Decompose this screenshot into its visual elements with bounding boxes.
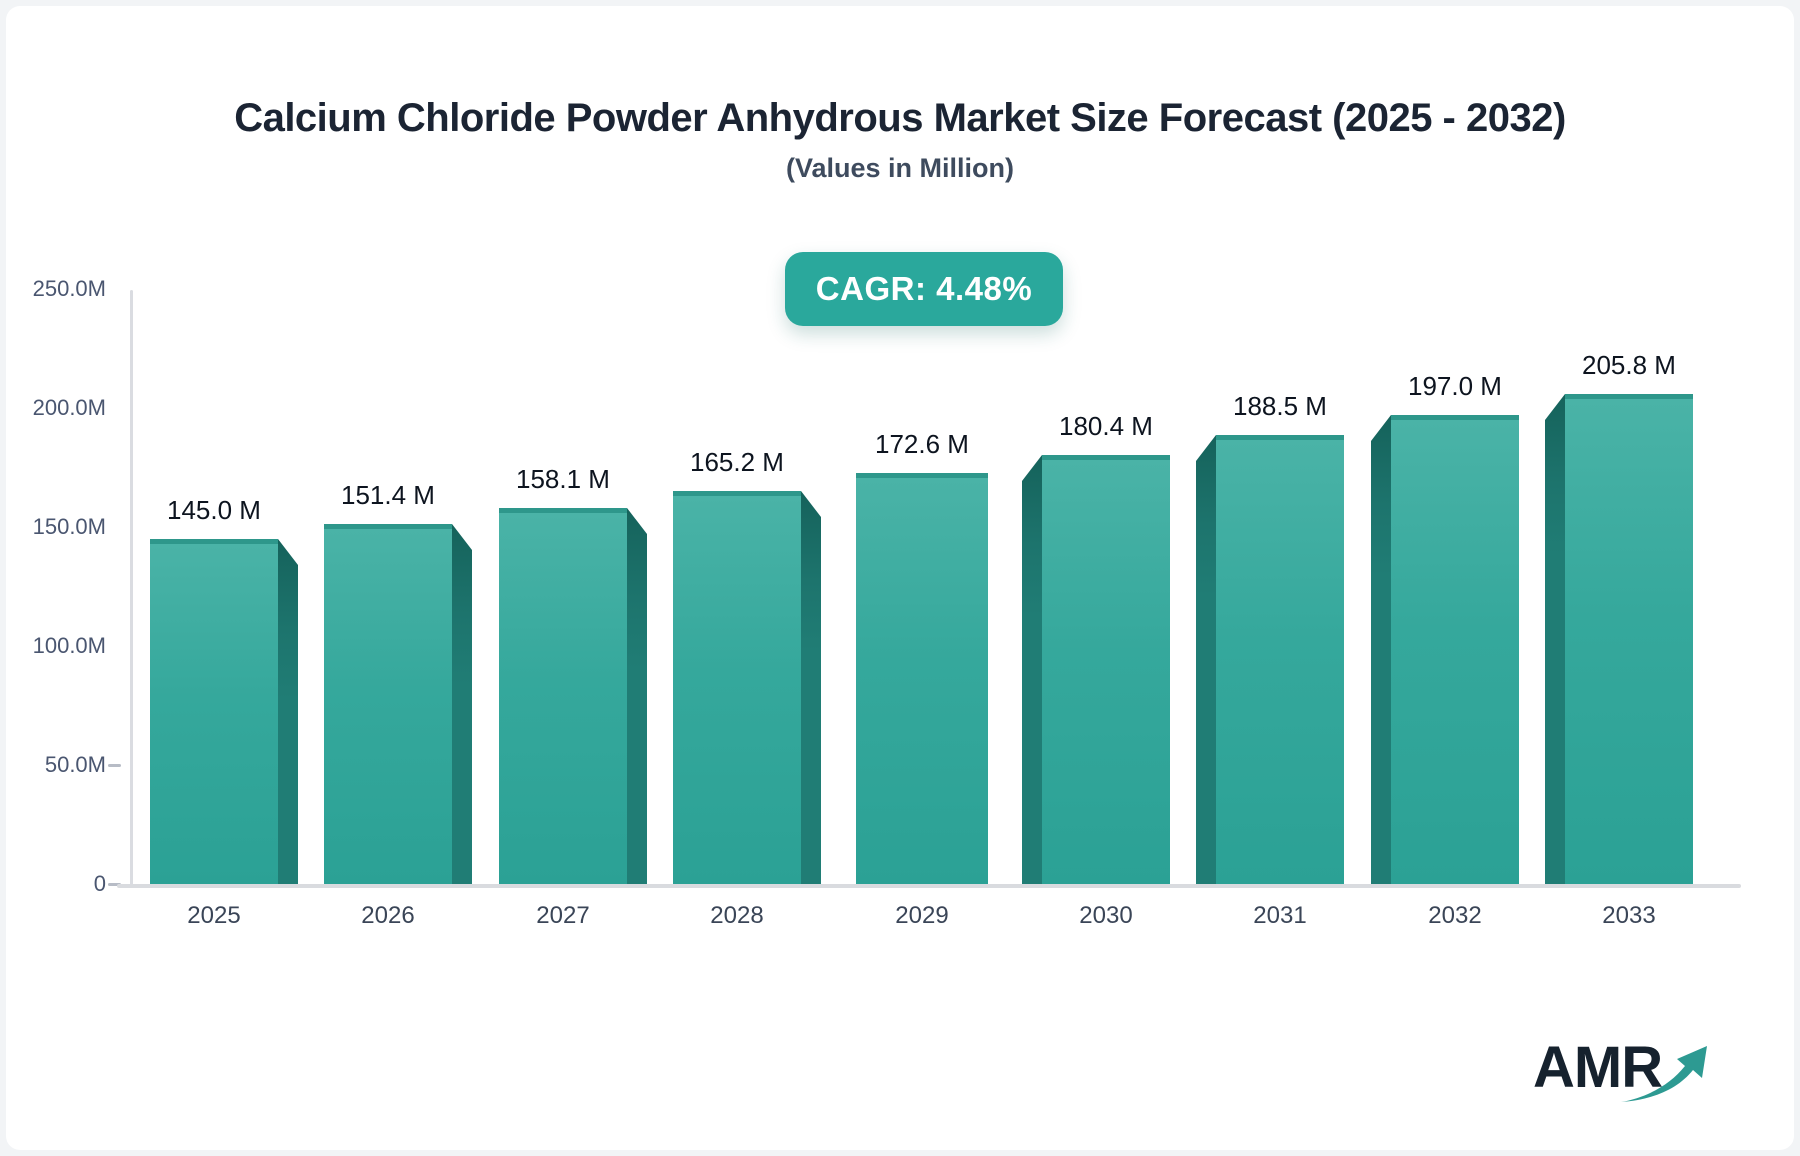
- bar-side-face: [278, 539, 298, 884]
- x-axis-category-label: 2026: [361, 902, 415, 929]
- y-axis-line: [130, 290, 133, 886]
- bar-2030: 180.4 M 2030: [1022, 411, 1170, 929]
- y-axis-tick-label: 0: [93, 871, 106, 896]
- bar-face: [1042, 455, 1170, 884]
- x-axis-category-label: 2028: [710, 902, 764, 929]
- bar-value-label: 151.4 M: [341, 480, 435, 510]
- bar-value-label: 188.5 M: [1233, 391, 1327, 421]
- bar-side-face: [1196, 435, 1216, 884]
- bar-value-label: 145.0 M: [167, 495, 261, 525]
- y-axis-tick-mark: [108, 763, 121, 767]
- bar-value-label: 172.6 M: [875, 429, 969, 459]
- bar-side-face: [801, 491, 821, 884]
- bar-value-label: 165.2 M: [690, 447, 784, 477]
- bar-2027: 158.1 M 2027: [499, 464, 647, 929]
- bar-face: [856, 473, 988, 884]
- bar-side-face: [627, 508, 647, 884]
- x-axis-category-label: 2029: [895, 902, 949, 929]
- bar-face: [673, 491, 801, 884]
- bar-face: [499, 508, 627, 884]
- bar-face: [1216, 435, 1344, 884]
- x-axis-category-label: 2032: [1428, 902, 1482, 929]
- bar-2025: 145.0 M 2025: [150, 495, 298, 929]
- y-axis-tick-label: 250.0M: [32, 276, 106, 301]
- bar-2026: 151.4 M 2026: [324, 480, 472, 929]
- bar-value-label: 180.4 M: [1059, 411, 1153, 441]
- y-axis-tick-label: 150.0M: [32, 514, 106, 539]
- amr-logo: AMR: [1533, 1034, 1713, 1114]
- x-axis-category-label: 2033: [1602, 902, 1656, 929]
- bar-side-face: [1545, 394, 1565, 884]
- bar-face: [1391, 415, 1519, 884]
- bar-side-face: [1371, 415, 1391, 884]
- cagr-badge-label: CAGR: 4.48%: [815, 270, 1033, 307]
- bar-2028: 165.2 M 2028: [673, 447, 821, 929]
- bar-2029: 172.6 M 2029: [848, 429, 996, 929]
- y-axis-tick-mark: [108, 882, 121, 886]
- bar-side-face: [1022, 455, 1042, 884]
- bar-value-label: 205.8 M: [1582, 350, 1676, 380]
- x-axis-category-label: 2031: [1253, 902, 1307, 929]
- chart-header: Calcium Chloride Powder Anhydrous Market…: [0, 96, 1800, 184]
- chart-card: Calcium Chloride Powder Anhydrous Market…: [6, 6, 1794, 1150]
- x-axis-category-label: 2030: [1079, 902, 1133, 929]
- trend-up-arrow-icon: [1621, 1046, 1707, 1102]
- bar-value-label: 197.0 M: [1408, 371, 1502, 401]
- bar-value-label: 158.1 M: [516, 464, 610, 494]
- bar-2032: 197.0 M 2032: [1371, 371, 1519, 929]
- x-axis-category-label: 2025: [187, 902, 241, 929]
- y-axis-tick-label: 50.0M: [44, 752, 106, 777]
- x-axis-baseline: [117, 884, 1741, 888]
- bar-face: [1565, 394, 1693, 884]
- bar-face: [150, 539, 278, 884]
- x-axis-category-label: 2027: [536, 902, 590, 929]
- chart-subtitle: (Values in Million): [785, 153, 1015, 183]
- chart-title: Calcium Chloride Powder Anhydrous Market…: [234, 96, 1566, 140]
- y-axis-tick-label: 200.0M: [32, 395, 106, 420]
- bar-2031: 188.5 M 2031: [1196, 391, 1344, 929]
- cagr-badge: CAGR: 4.48%: [785, 252, 1063, 326]
- bar-side-face: [452, 524, 472, 884]
- bar-2033: 205.8 M 2033: [1545, 350, 1693, 929]
- amr-logo-text: AMR: [1533, 1035, 1663, 1100]
- bar-face: [324, 524, 452, 884]
- y-axis-tick-label: 100.0M: [32, 633, 106, 658]
